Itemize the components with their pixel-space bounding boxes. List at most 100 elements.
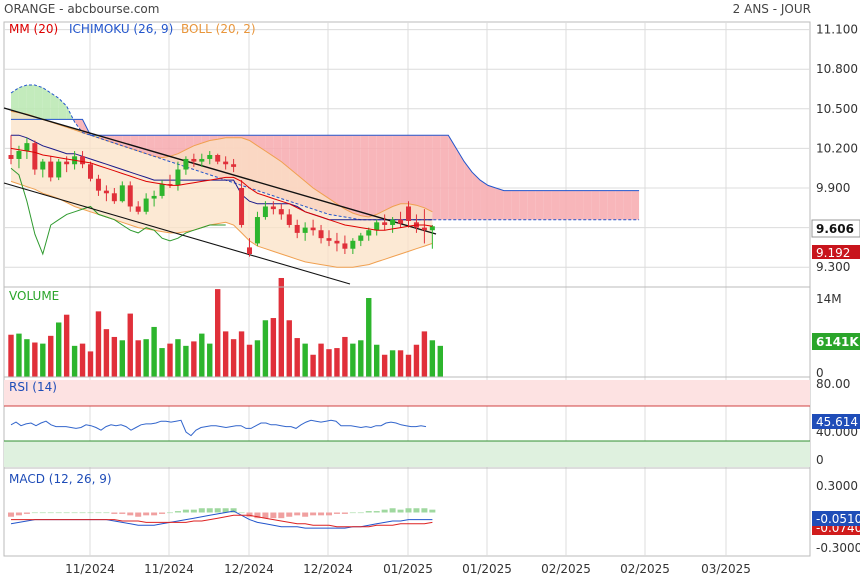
x-tick-label: 12/2024 — [303, 562, 353, 576]
macd-histogram-bar — [373, 511, 380, 513]
candle-body — [294, 224, 300, 233]
indicator-label-ichimoku: ICHIMOKU (26, 9) — [69, 22, 173, 36]
macd-histogram-bar — [23, 512, 30, 514]
cloud-segment-bearish — [472, 172, 481, 220]
macd-histogram-bar — [39, 512, 46, 514]
macd-histogram-bar — [429, 509, 436, 513]
cloud-segment-bearish — [448, 135, 457, 220]
cloud-segment-bearish — [631, 190, 640, 220]
cloud-segment-bearish — [567, 190, 576, 220]
macd-last-value-tag: -0.0510 — [812, 511, 860, 526]
volume-last-value-tag: 6141K — [812, 333, 860, 350]
ichimoku-cloud — [11, 85, 640, 220]
cloud-segment-bearish — [456, 148, 465, 220]
candle-body — [390, 219, 396, 225]
macd-last-value: -0.0510 — [816, 512, 860, 526]
macd-histogram-bar — [31, 512, 38, 514]
x-tick-label: 02/2025 — [541, 562, 591, 576]
candle-body — [326, 238, 332, 241]
volume-bar — [167, 343, 173, 377]
volume-bar — [405, 354, 412, 377]
volume-bar — [389, 350, 396, 377]
rsi-last-value: 45.614 — [816, 415, 858, 429]
volume-bar — [143, 339, 149, 377]
macd-histogram-bar — [190, 509, 197, 513]
candle-body — [215, 155, 221, 162]
macd-histogram-bar — [341, 512, 348, 514]
macd-histogram-bar — [63, 512, 70, 514]
cloud-segment-bearish — [503, 190, 512, 220]
candle-body — [421, 227, 427, 231]
candle-body — [119, 185, 125, 202]
macd-histogram-bar — [198, 508, 205, 513]
candle-body — [318, 230, 324, 239]
macd-histogram-bar — [349, 512, 356, 514]
indicator-label-mm: MM (20) — [9, 22, 58, 36]
macd-histogram-bar — [365, 511, 372, 513]
candle-body — [24, 143, 30, 152]
cloud-segment-bearish — [488, 185, 496, 220]
x-tick-label: 01/2025 — [383, 562, 433, 576]
volume-bar — [437, 345, 443, 377]
volume-tick-label: 14M — [816, 292, 842, 306]
macd-histogram-bar — [167, 512, 173, 514]
cloud-segment-bearish — [615, 190, 624, 220]
candle-body — [278, 209, 284, 215]
senkou-span-b-line — [11, 118, 640, 192]
cloud-segment-bearish — [599, 190, 608, 220]
volume-bar — [79, 343, 86, 377]
volume-bar — [302, 343, 308, 377]
macd-histogram-bar — [15, 512, 22, 516]
macd-histogram-bar — [278, 512, 285, 519]
candle-body — [398, 219, 404, 224]
candle-body — [334, 240, 340, 244]
candle-body — [262, 206, 268, 218]
price-low-value-tag: 9.192 — [812, 245, 860, 260]
candle-body — [310, 227, 316, 231]
cloud-segment-bullish — [58, 98, 67, 120]
cloud-segment-bearish — [440, 135, 449, 220]
candle-body — [103, 190, 109, 194]
cloud-segment-bearish — [368, 135, 377, 220]
candlesticks — [8, 135, 435, 257]
volume-bar — [294, 338, 300, 377]
cloud-segment-bullish — [18, 85, 27, 120]
macd-histogram-bar — [8, 512, 14, 517]
candle-body — [270, 206, 276, 210]
candle-body — [80, 156, 86, 165]
volume-bar — [421, 331, 428, 377]
volume-bar — [199, 333, 205, 377]
volume-bar — [16, 333, 22, 377]
y-axis-tick-labels: 11.10010.80010.50010.2009.9009.6009.3001… — [816, 23, 860, 555]
candle-body — [95, 178, 101, 191]
chart-title: ORANGE - abcbourse.com — [4, 2, 160, 16]
candle-body — [231, 164, 237, 167]
cloud-segment-bullish — [34, 85, 43, 120]
x-tick-label: 03/2025 — [701, 562, 751, 576]
x-tick-label: 11/2024 — [144, 562, 194, 576]
price-tick-label: 9.300 — [816, 260, 850, 274]
macd-histogram-bar — [47, 512, 54, 514]
volume-bar — [191, 341, 197, 377]
volume-bar — [413, 344, 420, 377]
cloud-segment-bullish — [66, 106, 75, 122]
price-tick-label: 10.200 — [816, 141, 858, 155]
volume-bar — [366, 298, 372, 377]
volume-bar — [246, 344, 253, 377]
volume-bar — [342, 336, 348, 377]
chart-period[interactable]: 2 ANS - JOUR — [732, 2, 811, 16]
cloud-segment-bearish — [551, 190, 560, 220]
macd-histogram-bar — [397, 509, 404, 513]
macd-histogram-bar — [357, 512, 364, 514]
rsi-last-value-tag: 45.614 — [812, 414, 860, 429]
macd-histogram-bar — [326, 512, 332, 516]
indicator-label-boll: BOLL (20, 2) — [181, 22, 256, 36]
candle-body — [191, 158, 197, 162]
x-tick-label: 01/2025 — [462, 562, 512, 576]
rsi-tick-label: 0 — [816, 453, 824, 467]
kijun-sen-line — [11, 134, 433, 221]
candle-body — [159, 184, 165, 196]
cloud-segment-bearish — [480, 180, 488, 220]
candle-body — [16, 151, 22, 159]
cloud-segment-bearish — [583, 190, 592, 220]
